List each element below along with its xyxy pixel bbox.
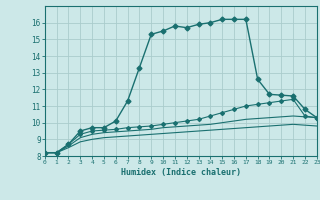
X-axis label: Humidex (Indice chaleur): Humidex (Indice chaleur) [121,168,241,177]
